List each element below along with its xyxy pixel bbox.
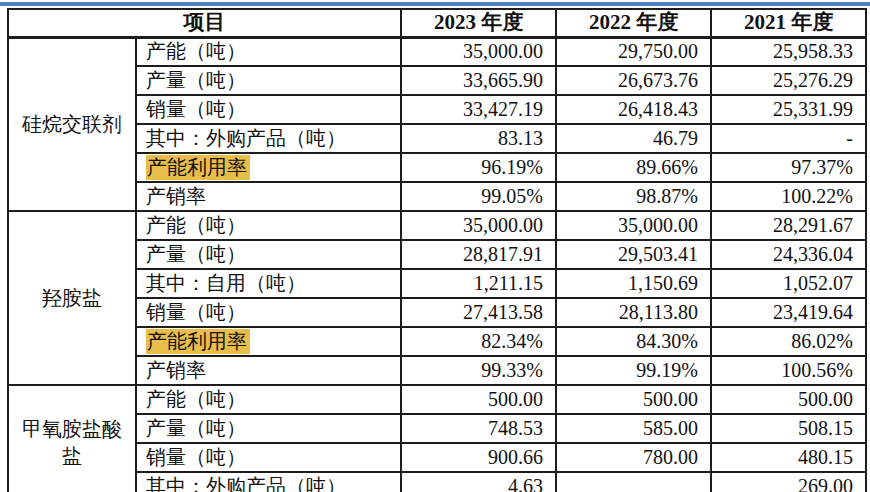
cell-value: 96.19%: [401, 153, 556, 182]
cell-value: 27,413.58: [401, 298, 556, 327]
cell-value: 500.00: [711, 385, 866, 414]
cell-value: 500.00: [556, 385, 711, 414]
row-label-highlighted: 产能利用率: [136, 153, 401, 182]
cell-value: 46.79: [556, 124, 711, 153]
row-label: 其中：自用（吨）: [136, 269, 401, 298]
header-year-2022: 2022 年度: [556, 9, 711, 37]
row-label: 产能（吨）: [136, 37, 401, 66]
header-row: 项目 2023 年度 2022 年度 2021 年度: [8, 9, 866, 37]
row-label-highlighted: 产能利用率: [136, 327, 401, 356]
header-item: 项目: [8, 9, 401, 37]
cell-value: 33,427.19: [401, 95, 556, 124]
row-label: 产量（吨）: [136, 66, 401, 95]
cell-value: -: [711, 124, 866, 153]
row-label: 产销率: [136, 356, 401, 385]
cell-value: 748.53: [401, 414, 556, 443]
table-row: 产量（吨） 748.53 585.00 508.15: [8, 414, 866, 443]
cell-value: 500.00: [401, 385, 556, 414]
cell-value: 35,000.00: [556, 211, 711, 240]
cell-value: 24,336.04: [711, 240, 866, 269]
cell-value: 25,276.29: [711, 66, 866, 95]
row-label: 产量（吨）: [136, 414, 401, 443]
row-label: 产销率: [136, 182, 401, 211]
cell-value: 83.13: [401, 124, 556, 153]
cell-value: 28,291.67: [711, 211, 866, 240]
cell-value: 780.00: [556, 443, 711, 472]
cell-value: 900.66: [401, 443, 556, 472]
cell-value: 84.30%: [556, 327, 711, 356]
table-row: 产能利用率 82.34% 84.30% 86.02%: [8, 327, 866, 356]
production-capacity-table: 项目 2023 年度 2022 年度 2021 年度 硅烷交联剂 产能（吨） 3…: [7, 8, 867, 492]
cell-value: 28,113.80: [556, 298, 711, 327]
cell-value: 99.19%: [556, 356, 711, 385]
row-label: 销量（吨）: [136, 443, 401, 472]
table-row: 销量（吨） 27,413.58 28,113.80 23,419.64: [8, 298, 866, 327]
row-label: 其中：外购产品（吨）: [136, 124, 401, 153]
cell-value: 480.15: [711, 443, 866, 472]
cell-value: 25,958.33: [711, 37, 866, 66]
table-row: 硅烷交联剂 产能（吨） 35,000.00 29,750.00 25,958.3…: [8, 37, 866, 66]
table-row: 其中：外购产品（吨） 83.13 46.79 -: [8, 124, 866, 153]
cell-value: 33,665.90: [401, 66, 556, 95]
cell-value: 35,000.00: [401, 37, 556, 66]
table-row: 其中：外购产品（吨） 4.63 269.00: [8, 472, 866, 492]
table-row: 产量（吨） 33,665.90 26,673.76 25,276.29: [8, 66, 866, 95]
cell-value: 1,052.07: [711, 269, 866, 298]
cell-value: 26,673.76: [556, 66, 711, 95]
cell-value: 97.37%: [711, 153, 866, 182]
group-label-methoxyamine-hydrochloride: 甲氧胺盐酸盐: [8, 385, 136, 492]
row-label: 产能（吨）: [136, 211, 401, 240]
table-row: 羟胺盐 产能（吨） 35,000.00 35,000.00 28,291.67: [8, 211, 866, 240]
cell-value: 4.63: [401, 472, 556, 492]
table-row: 甲氧胺盐酸盐 产能（吨） 500.00 500.00 500.00: [8, 385, 866, 414]
header-year-2023: 2023 年度: [401, 9, 556, 37]
row-label: 其中：外购产品（吨）: [136, 472, 401, 492]
cell-value: 585.00: [556, 414, 711, 443]
row-label: 产量（吨）: [136, 240, 401, 269]
cell-value: 26,418.43: [556, 95, 711, 124]
highlight-marker: 产能利用率: [146, 155, 250, 180]
row-label: 产能（吨）: [136, 385, 401, 414]
table-row: 产销率 99.33% 99.19% 100.56%: [8, 356, 866, 385]
table-row: 产销率 99.05% 98.87% 100.22%: [8, 182, 866, 211]
cell-value: [556, 472, 711, 492]
table-row: 产量（吨） 28,817.91 29,503.41 24,336.04: [8, 240, 866, 269]
cell-value: 29,503.41: [556, 240, 711, 269]
row-label: 销量（吨）: [136, 95, 401, 124]
table-row: 销量（吨） 33,427.19 26,418.43 25,331.99: [8, 95, 866, 124]
cell-value: 508.15: [711, 414, 866, 443]
cell-value: 1,211.15: [401, 269, 556, 298]
cell-value: 35,000.00: [401, 211, 556, 240]
cell-value: 86.02%: [711, 327, 866, 356]
cell-value: 25,331.99: [711, 95, 866, 124]
table-row: 其中：自用（吨） 1,211.15 1,150.69 1,052.07: [8, 269, 866, 298]
highlight-marker: 产能利用率: [146, 329, 250, 354]
top-rule: [0, 2, 870, 6]
cell-value: 29,750.00: [556, 37, 711, 66]
cell-value: 89.66%: [556, 153, 711, 182]
row-label: 销量（吨）: [136, 298, 401, 327]
cell-value: 82.34%: [401, 327, 556, 356]
cell-value: 99.33%: [401, 356, 556, 385]
cell-value: 28,817.91: [401, 240, 556, 269]
table-row: 销量（吨） 900.66 780.00 480.15: [8, 443, 866, 472]
cell-value: 100.22%: [711, 182, 866, 211]
header-year-2021: 2021 年度: [711, 9, 866, 37]
table-row: 产能利用率 96.19% 89.66% 97.37%: [8, 153, 866, 182]
cell-value: 100.56%: [711, 356, 866, 385]
cell-value: 23,419.64: [711, 298, 866, 327]
group-label-hydroxylamine-salt: 羟胺盐: [8, 211, 136, 385]
cell-value: 269.00: [711, 472, 866, 492]
cell-value: 99.05%: [401, 182, 556, 211]
group-label-silane-crosslinker: 硅烷交联剂: [8, 37, 136, 211]
cell-value: 98.87%: [556, 182, 711, 211]
cell-value: 1,150.69: [556, 269, 711, 298]
